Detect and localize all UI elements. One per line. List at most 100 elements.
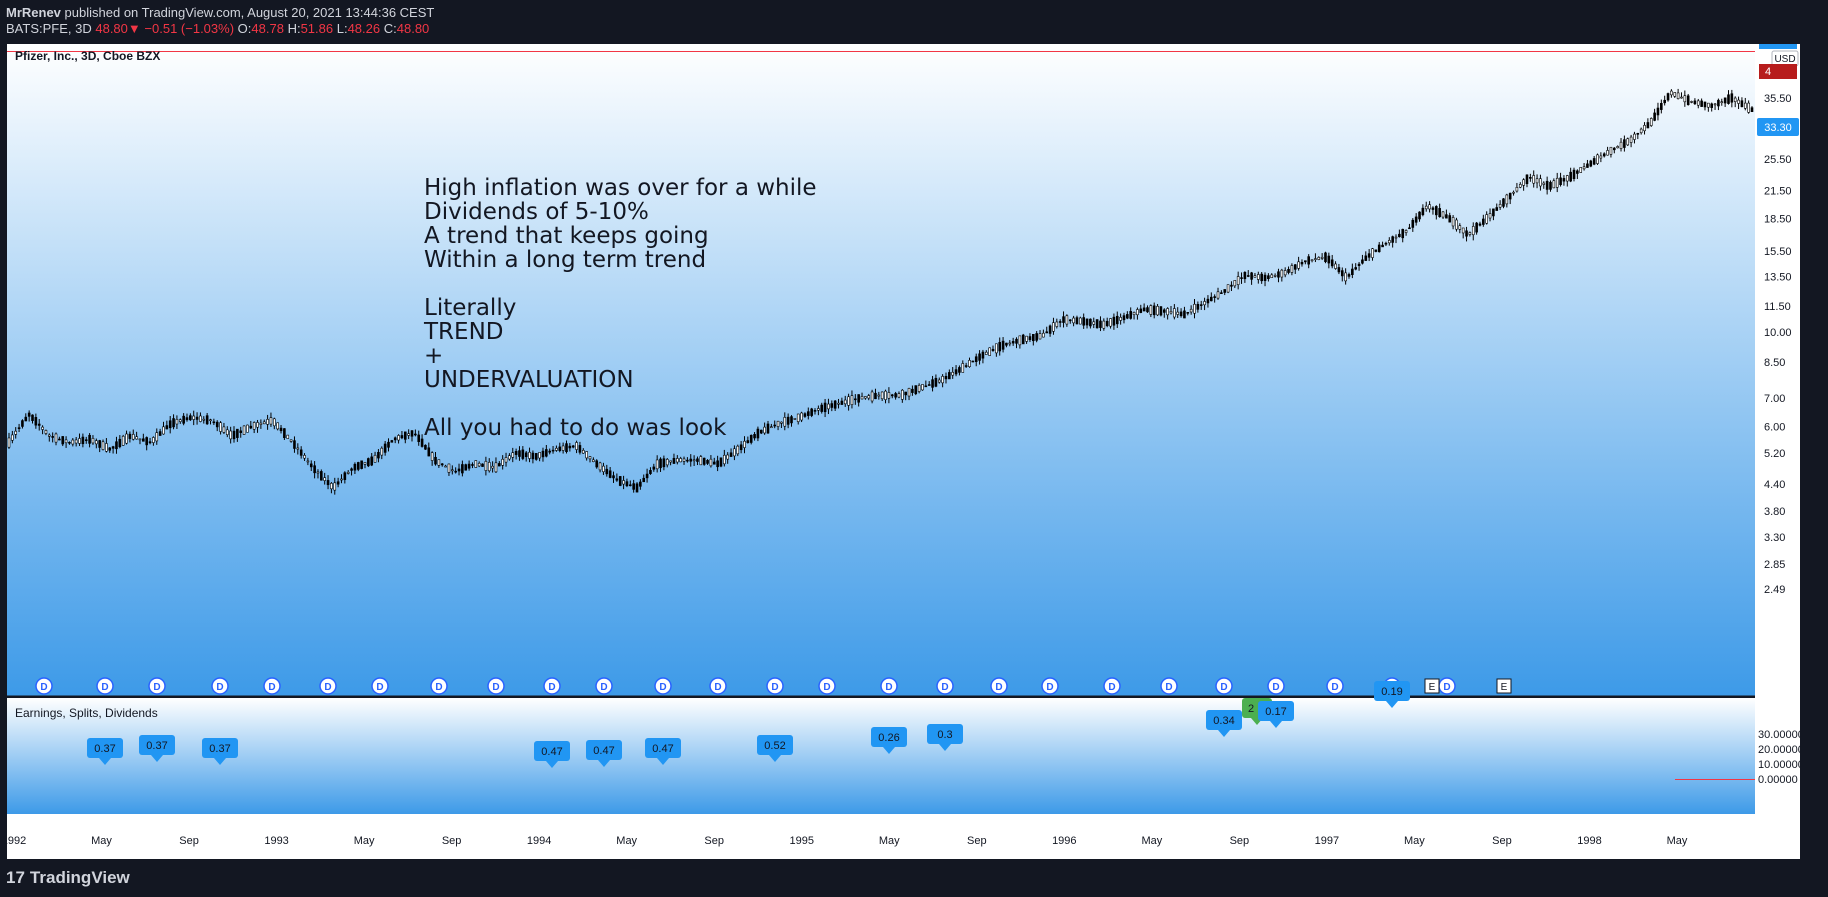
candle <box>833 399 837 411</box>
symbol-label: BATS:PFE, 3D <box>6 21 92 36</box>
dividend-d-marker[interactable]: D <box>1438 677 1456 695</box>
candle <box>1310 259 1314 263</box>
dividend-d-marker[interactable]: D <box>487 677 505 695</box>
dividend-flag[interactable]: 0.47 <box>534 741 570 768</box>
candle <box>1649 117 1653 127</box>
candle <box>568 442 572 452</box>
candle <box>353 462 357 474</box>
candle <box>323 472 326 485</box>
earnings-e-marker[interactable]: E <box>1424 678 1440 694</box>
dividend-d-marker[interactable]: D <box>96 677 114 695</box>
candle <box>1495 203 1499 211</box>
dividend-flag[interactable]: 0.19 <box>1374 681 1410 708</box>
candle <box>676 455 679 465</box>
candle <box>1183 306 1186 319</box>
candle <box>1243 271 1247 283</box>
candle <box>1018 335 1022 349</box>
candle <box>471 462 474 469</box>
candle <box>1344 268 1347 285</box>
candle <box>1199 300 1203 310</box>
price-tick-label: 2.85 <box>1764 559 1785 571</box>
candle <box>383 440 387 456</box>
tradingview-brand[interactable]: 17 TradingView <box>6 868 130 888</box>
symbol-info: BATS:PFE, 3D 48.80▼ −0.51 (−1.03%) O:48.… <box>6 21 429 37</box>
dividend-flag[interactable]: 0.17 <box>1258 701 1294 728</box>
dividend-d-marker[interactable]: D <box>1041 677 1059 695</box>
dividend-d-marker[interactable]: D <box>654 677 672 695</box>
dividend-flag[interactable]: 0.37 <box>87 738 123 765</box>
candle <box>1176 307 1180 319</box>
candle <box>551 445 555 454</box>
dividend-flag[interactable]: 0.52 <box>757 735 793 762</box>
candle <box>578 441 582 455</box>
dividend-d-marker[interactable]: D <box>430 677 448 695</box>
dividend-d-marker[interactable]: D <box>371 677 389 695</box>
dividend-d-marker[interactable]: D <box>766 677 784 695</box>
dividend-flags: 0.37 0.37 0.37 0.47 0.47 0.47 0.52 0.26 0.3 0.34 2… <box>87 681 1410 768</box>
candle <box>340 474 343 484</box>
dividend-d-marker[interactable]: D <box>880 677 898 695</box>
candle <box>843 395 847 407</box>
dividend-d-marker[interactable]: D <box>1103 677 1121 695</box>
d-marker-label: D <box>435 682 442 693</box>
candle <box>944 372 948 384</box>
candle <box>373 451 377 463</box>
candle <box>367 457 370 468</box>
author-name[interactable]: MrRenev <box>6 5 61 20</box>
dividend-d-marker[interactable]: D <box>1326 677 1344 695</box>
time-tick-label: 1994 <box>527 835 551 847</box>
dividend-d-marker[interactable]: D <box>1267 677 1285 695</box>
chart-canvas[interactable]: 41.5035.5029.5025.5021.5018.5015.5013.50… <box>7 44 1800 859</box>
candle <box>706 459 709 465</box>
indicator-title: Earnings, Splits, Dividends <box>15 706 158 720</box>
dividend-flag[interactable]: 0.37 <box>139 735 175 762</box>
dividend-flag[interactable]: 0.34 <box>1206 710 1242 737</box>
currency-label[interactable]: USD <box>1771 50 1799 67</box>
dividend-flag[interactable]: 0.3 <box>927 724 963 751</box>
candle <box>1193 299 1196 319</box>
dividend-flag[interactable]: 0.47 <box>645 738 681 765</box>
dividend-d-marker[interactable]: D <box>990 677 1008 695</box>
dividend-flag[interactable]: 0.47 <box>586 740 622 767</box>
candle <box>1428 201 1431 213</box>
dividend-d-marker[interactable]: D <box>1160 677 1178 695</box>
dividend-d-marker[interactable]: D <box>818 677 836 695</box>
candle <box>736 444 740 457</box>
dividend-flag[interactable]: 0.26 <box>871 727 907 754</box>
candle <box>733 445 736 461</box>
price-axis[interactable] <box>1755 44 1800 859</box>
candle <box>1478 221 1482 227</box>
candle <box>726 452 729 464</box>
dividend-d-marker[interactable]: D <box>211 677 229 695</box>
candle <box>1391 235 1394 248</box>
dividend-d-marker[interactable]: D <box>319 677 337 695</box>
dividend-d-marker[interactable]: D <box>148 677 166 695</box>
dividend-d-marker[interactable]: D <box>595 677 613 695</box>
candle <box>592 457 595 463</box>
candle <box>17 423 21 433</box>
dividend-d-marker[interactable]: D <box>709 677 727 695</box>
candle <box>817 405 820 416</box>
candle <box>924 380 928 388</box>
chart-annotation-note[interactable]: High inflation was over for a while Divi… <box>424 175 817 441</box>
dividend-d-marker[interactable]: D <box>35 677 53 695</box>
candle <box>1250 271 1253 285</box>
candle <box>481 463 484 467</box>
candle <box>1626 137 1630 147</box>
candle <box>95 438 98 449</box>
candle <box>101 439 105 451</box>
dividend-d-marker[interactable]: D <box>936 677 954 695</box>
dividend-flag[interactable]: 0.37 <box>202 738 238 765</box>
candle <box>118 435 122 449</box>
candle <box>1055 318 1059 329</box>
candle <box>927 381 931 386</box>
earnings-e-marker[interactable]: E <box>1496 678 1512 694</box>
candle <box>1099 316 1102 332</box>
candle <box>723 449 726 467</box>
time-axis[interactable] <box>7 814 1755 859</box>
dividend-d-marker[interactable]: D <box>263 677 281 695</box>
dividend-d-marker[interactable]: D <box>543 677 561 695</box>
dividend-d-marker[interactable]: D <box>1215 677 1233 695</box>
candle <box>44 429 48 436</box>
candle <box>1411 218 1415 232</box>
